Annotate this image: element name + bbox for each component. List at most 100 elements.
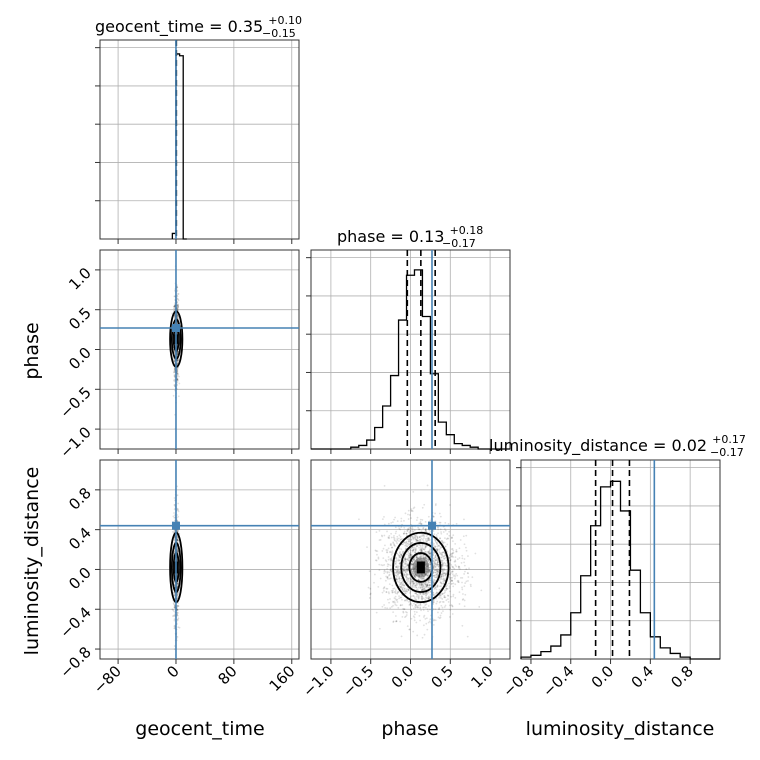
sample-point: [387, 556, 390, 558]
sample-point: [436, 563, 439, 566]
sample-point: [465, 580, 468, 583]
sample-point: [424, 557, 427, 560]
sample-point: [399, 583, 402, 585]
sample-point: [177, 539, 180, 542]
sample-point: [411, 567, 413, 570]
sample-point: [417, 606, 419, 609]
sample-point: [447, 594, 450, 597]
sample-point: [423, 587, 426, 590]
sample-point: [408, 604, 411, 606]
sample-point: [426, 628, 429, 631]
sample-point: [176, 594, 179, 597]
sample-point: [408, 577, 411, 579]
sample-point: [420, 522, 423, 525]
sample-point: [407, 554, 410, 557]
sample-point: [441, 568, 444, 571]
sample-point: [417, 604, 420, 607]
sample-point: [396, 535, 399, 538]
sample-point: [444, 562, 447, 565]
sample-point: [450, 555, 453, 558]
sample-point: [434, 608, 437, 611]
sample-point: [427, 621, 430, 624]
sample-point: [394, 589, 397, 591]
sample-point: [379, 538, 382, 541]
sample-point: [395, 540, 398, 543]
sample-point: [423, 587, 426, 590]
sample-point: [396, 591, 399, 593]
sample-point: [403, 557, 406, 560]
sample-point: [177, 593, 180, 595]
sample-point: [438, 512, 441, 515]
sample-point: [399, 538, 402, 541]
sample-point: [429, 542, 431, 545]
sample-point: [398, 581, 401, 584]
sample-point: [411, 560, 414, 563]
sample-point: [439, 515, 442, 518]
sample-point: [413, 534, 416, 537]
sample-point: [449, 608, 452, 611]
sample-point: [419, 548, 422, 550]
sample-point: [171, 531, 174, 533]
sample-point: [171, 608, 174, 611]
sample-point: [461, 554, 464, 557]
sample-point: [420, 597, 423, 599]
sample-point: [462, 598, 465, 600]
sample-point: [413, 559, 415, 562]
sample-point: [405, 589, 408, 592]
sample-point: [425, 531, 428, 533]
sample-point: [396, 601, 399, 603]
sample-point: [406, 599, 409, 602]
sample-point: [385, 560, 388, 563]
sample-point: [176, 289, 179, 292]
sample-point: [438, 588, 441, 591]
sample-point: [428, 583, 431, 586]
sample-point: [436, 545, 439, 548]
sample-point: [414, 613, 416, 616]
sample-point: [432, 571, 435, 574]
sample-point: [172, 609, 175, 612]
sample-point: [405, 563, 408, 565]
sample-point: [432, 575, 435, 577]
sample-point: [417, 597, 420, 600]
sample-point: [173, 606, 176, 608]
sample-point: [405, 573, 408, 576]
sample-point: [474, 552, 477, 555]
sample-point: [406, 558, 409, 561]
sample-point: [452, 593, 455, 596]
sample-point: [388, 537, 391, 539]
sample-point: [408, 581, 411, 583]
sample-point: [358, 518, 360, 521]
sample-point: [173, 305, 176, 308]
sample-point: [402, 573, 405, 576]
sample-point: [434, 545, 437, 548]
sample-point: [434, 539, 437, 542]
sample-point: [426, 591, 429, 594]
sample-point: [172, 603, 175, 606]
sample-point: [422, 609, 425, 611]
sample-point: [448, 556, 451, 559]
sample-point: [395, 563, 397, 565]
tick-label-x: 0: [163, 662, 182, 681]
sample-point: [409, 590, 412, 593]
sample-point: [442, 610, 444, 613]
sample-point: [417, 539, 420, 542]
sample-point: [438, 601, 441, 604]
sample-point: [427, 591, 430, 594]
sample-point: [422, 588, 424, 591]
sample-point: [386, 576, 389, 579]
sample-point: [408, 543, 411, 545]
sample-point: [407, 578, 410, 580]
sample-point: [467, 580, 469, 582]
sample-point: [454, 575, 457, 578]
sample-point: [464, 582, 467, 584]
sample-point: [451, 547, 454, 550]
sample-point: [398, 597, 401, 600]
sample-point: [429, 519, 432, 522]
sample-point: [407, 527, 410, 530]
sample-point: [177, 510, 180, 513]
sample-point: [468, 567, 470, 570]
sample-point: [173, 307, 175, 310]
sample-point: [414, 538, 417, 540]
sample-point: [441, 561, 443, 564]
sample-point: [463, 518, 465, 521]
